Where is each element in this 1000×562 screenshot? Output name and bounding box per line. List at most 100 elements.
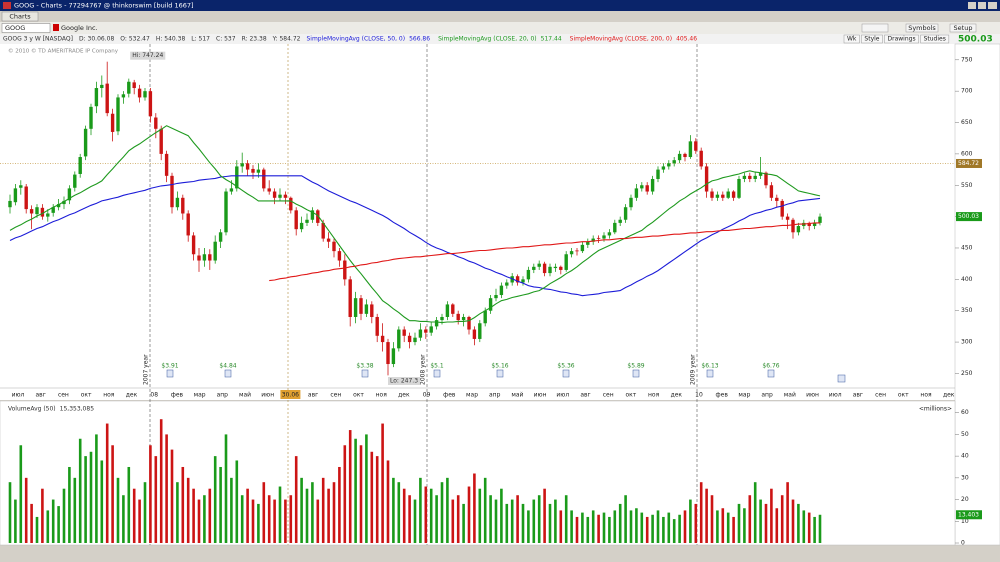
volume-bar: [332, 482, 336, 543]
candle-down: [294, 210, 298, 230]
earnings-label: $4.84: [219, 363, 236, 370]
earnings-icon[interactable]: [166, 369, 174, 378]
volume-bar: [597, 514, 600, 543]
volume-bar: [554, 499, 557, 543]
legend-info: Y: 584.72: [272, 36, 301, 43]
legend-info: D: 30.06.08: [79, 36, 114, 43]
earnings-icon[interactable]: [496, 369, 504, 378]
candle-down: [515, 276, 520, 283]
candle-down: [699, 150, 703, 167]
minimize-button[interactable]: [968, 2, 976, 9]
candle-down: [748, 175, 752, 179]
candle-down: [542, 263, 547, 274]
volume-bar: [759, 499, 762, 543]
volume-bar: [138, 499, 141, 543]
toolbar-button[interactable]: [884, 34, 919, 44]
volume-bar: [483, 477, 487, 543]
blank-button[interactable]: [861, 23, 889, 33]
volume-bar: [116, 477, 120, 543]
x-tick-label: июл: [12, 392, 25, 399]
setup-button[interactable]: [949, 23, 977, 33]
x-tick-label: авг: [36, 392, 46, 399]
close-button[interactable]: [988, 2, 997, 9]
volume-bar: [500, 488, 503, 543]
nav-icon[interactable]: [837, 374, 846, 383]
candle-up: [537, 263, 541, 267]
candle-down: [181, 197, 185, 214]
volume-bar: [348, 430, 352, 543]
candle-up: [677, 153, 682, 161]
candle-down: [164, 153, 169, 176]
volume-bar: [375, 456, 379, 543]
candle-down: [721, 194, 725, 198]
x-tick-label: мар: [738, 392, 750, 399]
earnings-icon[interactable]: [706, 369, 714, 378]
candle-down: [267, 188, 271, 192]
volume-bar: [321, 477, 325, 543]
candle-up: [94, 88, 99, 107]
volume-bar: [456, 495, 460, 543]
candle-up: [116, 97, 120, 132]
candle-up: [613, 222, 617, 233]
candle-up: [640, 185, 644, 189]
volume-bar: [208, 488, 212, 543]
candle-up: [656, 169, 660, 179]
hi-label: Hi: 747.24: [132, 52, 163, 59]
candle-up: [661, 166, 666, 170]
volume-bar: [429, 488, 433, 543]
candle-down: [105, 83, 109, 114]
scrollbar[interactable]: [0, 546, 1000, 562]
lo-label: Lo: 247.3: [390, 378, 418, 385]
candle-down: [343, 260, 347, 280]
symbol-input[interactable]: [1, 23, 51, 33]
earnings-icon[interactable]: [224, 369, 232, 378]
candle-up: [397, 329, 401, 349]
button-label: Symbols: [908, 24, 936, 32]
earnings-label: $5.36: [557, 363, 574, 370]
candle-down: [272, 191, 277, 198]
volume-bar: [46, 510, 50, 543]
volume-bar: [570, 510, 573, 543]
candle-down: [467, 316, 471, 330]
maximize-button[interactable]: [978, 2, 986, 9]
volume-bar: [424, 486, 428, 543]
y-tick-label: 700: [961, 88, 973, 95]
x-tick-label: фев: [443, 392, 456, 399]
earnings-icon[interactable]: [767, 369, 775, 378]
x-tick-label: 30.06: [282, 392, 299, 399]
candle-down: [451, 304, 455, 314]
volume-bar: [78, 438, 82, 543]
toolbar-button[interactable]: [861, 34, 883, 44]
tab[interactable]: [1, 11, 39, 22]
candle-up: [440, 316, 444, 321]
x-tick-label: мар: [194, 392, 206, 399]
candle-down: [132, 82, 136, 89]
toolbar-button[interactable]: [920, 34, 950, 44]
earnings-icon[interactable]: [433, 369, 441, 378]
candle-up: [310, 210, 315, 220]
legend-info: O: 532.47: [120, 36, 150, 43]
volume-bar: [743, 508, 746, 543]
toolbar-button[interactable]: [843, 34, 860, 44]
study-name: SimpleMovingAvg (CLOSE, 50, 0): [306, 36, 405, 43]
candle-up: [629, 197, 633, 208]
symbols-button[interactable]: [905, 23, 939, 33]
tab-label: Charts: [9, 13, 31, 21]
x-tick-label: сен: [875, 392, 886, 399]
earnings-icon[interactable]: [632, 369, 640, 378]
candle-down: [402, 329, 406, 336]
candle-down: [807, 222, 811, 227]
x-tick-label: авг: [580, 392, 590, 399]
earnings-icon[interactable]: [361, 369, 369, 378]
study-name: SimpleMovingAvg (CLOSE, 200, 0): [570, 36, 672, 43]
volume-bar: [667, 512, 671, 543]
volume-tag: [956, 510, 982, 520]
volume-bar: [494, 499, 498, 543]
candle-up: [100, 84, 104, 89]
legend-info: H: 540.38: [156, 36, 186, 43]
earnings-icon[interactable]: [562, 369, 570, 378]
candle-up: [499, 285, 504, 296]
candle-down: [289, 197, 293, 211]
volume-bar: [521, 503, 525, 543]
